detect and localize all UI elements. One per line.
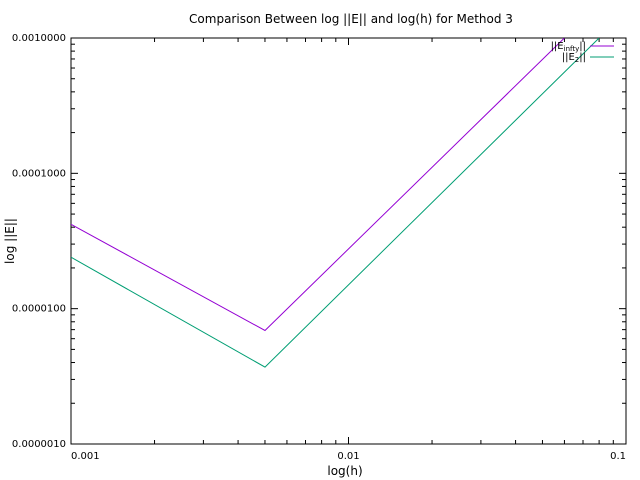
legend-label-1: ||Einfty|| <box>551 41 586 53</box>
x-tick-label: 0.001 <box>71 451 100 462</box>
legend: ||Einfty||||E2|| <box>551 41 614 64</box>
y-tick-label: 0.0000100 <box>12 304 66 315</box>
series-line-2 <box>71 38 600 368</box>
x-axis-ticks: 0.001 0.01 0.1 <box>70 38 627 462</box>
series-layer <box>71 38 600 368</box>
y-axis-ticks: 0.0000010 0.0000100 0.0001000 0.0010000 <box>12 33 626 450</box>
series-line-1 <box>71 38 565 332</box>
x-axis-label: log(h) <box>327 464 362 478</box>
y-tick-label: 0.0010000 <box>12 33 66 44</box>
plot-border <box>70 37 627 445</box>
x-tick-label: 0.01 <box>337 451 359 462</box>
y-axis-label: log ||E|| <box>3 218 17 264</box>
plot-frame <box>70 37 627 445</box>
y-tick-label: 0.0001000 <box>12 168 66 179</box>
y-tick-label: 0.0000010 <box>12 439 66 450</box>
legend-label-2: ||E2|| <box>562 52 586 64</box>
chart-title: Comparison Between log ||E|| and log(h) … <box>189 12 513 26</box>
x-tick-label: 0.1 <box>610 451 626 462</box>
